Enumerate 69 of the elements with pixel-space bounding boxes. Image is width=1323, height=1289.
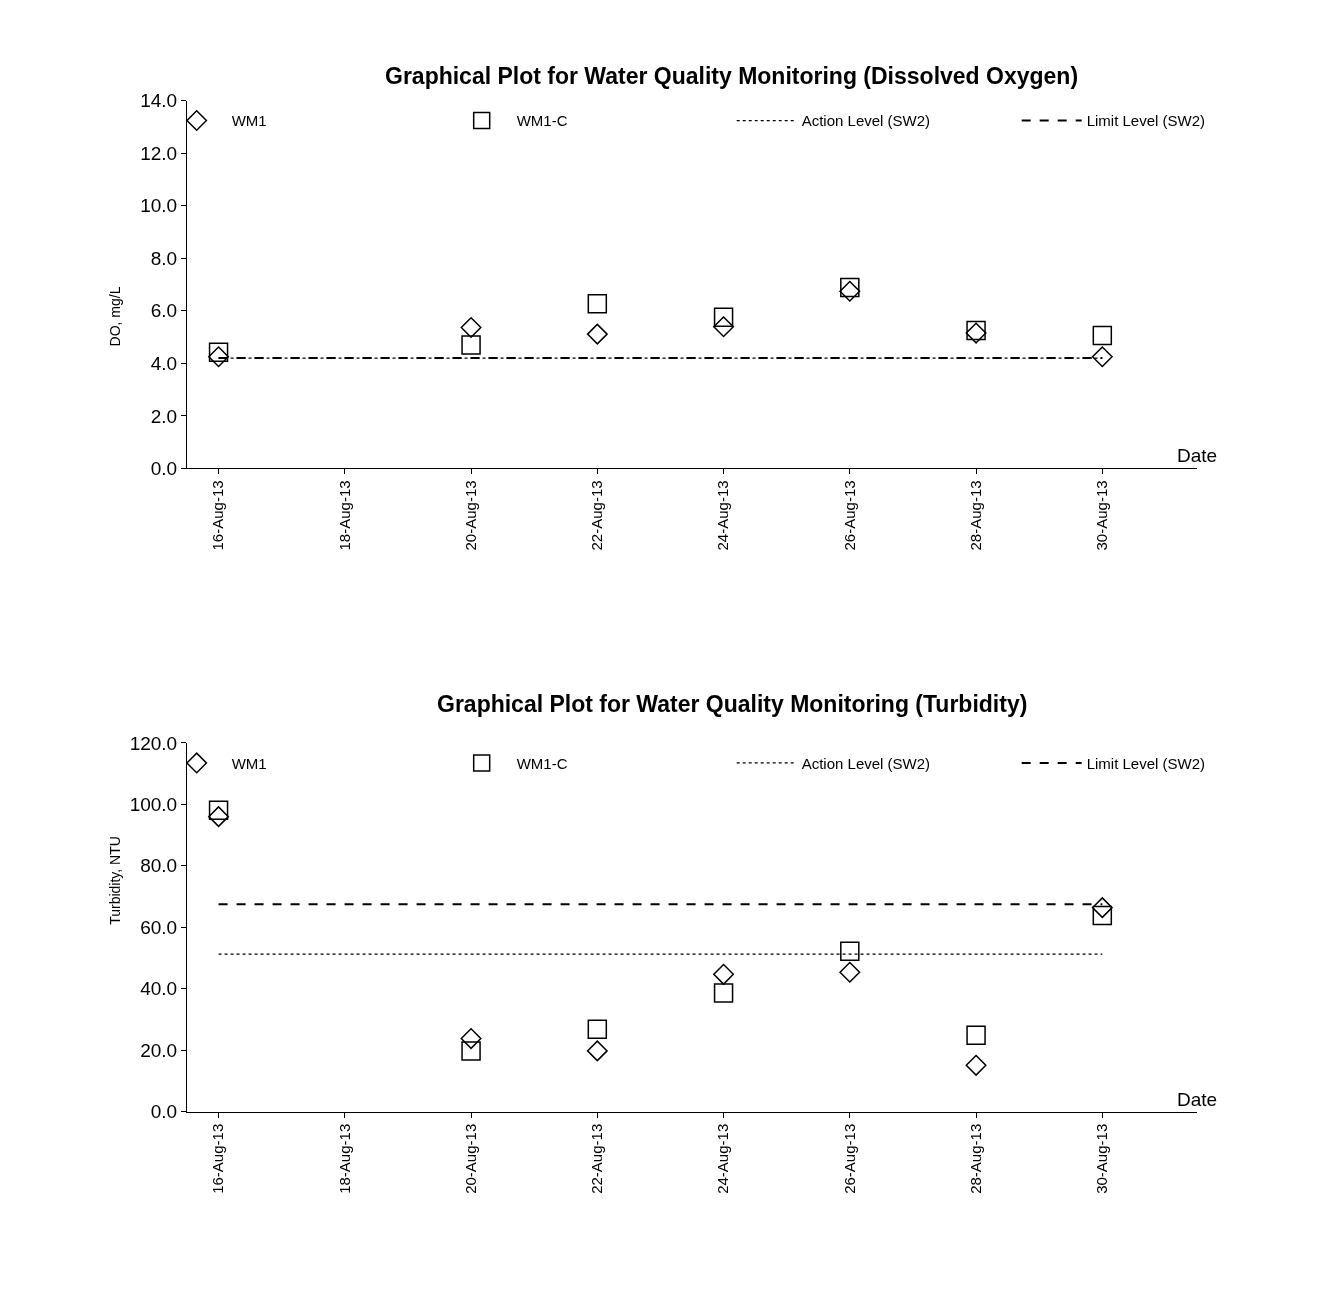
legend-label: Action Level (SW2)	[801, 112, 931, 130]
y-tick-label: 6.0	[150, 300, 178, 322]
y-tick-label: 0.0	[150, 1101, 178, 1123]
legend-label: Action Level (SW2)	[801, 754, 931, 772]
y-tick-label: 2.0	[150, 405, 178, 427]
point	[713, 963, 735, 985]
y-tick-label: 8.0	[150, 247, 178, 269]
point	[1091, 897, 1113, 919]
x-tick-label: 30-Aug-13	[1093, 1123, 1111, 1194]
legend-label: WM1-C	[516, 754, 568, 772]
y-tick-label: 0.0	[150, 458, 178, 480]
x-tick-label: 22-Aug-13	[588, 1123, 606, 1194]
y-tick-label: 60.0	[140, 916, 178, 938]
point	[1091, 346, 1113, 368]
point	[208, 342, 229, 362]
y-tick-label: 120.0	[129, 732, 178, 754]
legend-label: Limit Level (SW2)	[1086, 112, 1206, 130]
point	[840, 941, 860, 962]
x-tick-label: 20-Aug-13	[461, 480, 479, 551]
point	[208, 800, 229, 820]
chart-title: Graphical Plot for Water Quality Monitoring (Turbidity)	[437, 691, 1028, 717]
x-tick-label: 28-Aug-13	[966, 480, 984, 551]
x-tick-label: 18-Aug-13	[335, 1123, 353, 1194]
point	[1092, 325, 1113, 346]
point	[713, 316, 735, 338]
legend-label: WM1-C	[516, 112, 568, 130]
x-tick-label: 30-Aug-13	[1093, 480, 1111, 551]
y-tick-label: 4.0	[150, 352, 178, 374]
point	[713, 307, 734, 328]
point	[586, 323, 608, 345]
y-tick-label: 100.0	[129, 793, 178, 815]
y-tick-label: 10.0	[140, 195, 178, 217]
x-tick-label: 26-Aug-13	[840, 480, 858, 551]
x-tick-label: 16-Aug-13	[209, 480, 227, 551]
point	[839, 961, 861, 983]
x-tick-label: 16-Aug-13	[209, 1123, 227, 1194]
chart-title: Graphical Plot for Water Quality Monitoring (Dissolved Oxygen)	[385, 63, 1079, 89]
y-axis-title: DO, mg/L	[106, 286, 123, 347]
y-axis-title: Turbidity, NTU	[107, 836, 124, 925]
x-axis-title: Date	[1177, 1089, 1218, 1110]
point	[461, 335, 481, 355]
legend-label: WM1	[231, 754, 267, 772]
legend-label: WM1	[231, 112, 267, 130]
x-tick-label: 18-Aug-13	[335, 480, 353, 551]
x-axis-title: Date	[1177, 445, 1218, 466]
y-tick-label: 14.0	[140, 90, 178, 112]
point	[587, 1019, 608, 1040]
point	[713, 983, 734, 1003]
y-tick-label: 20.0	[140, 1039, 178, 1061]
point	[586, 1040, 608, 1062]
point	[460, 1028, 482, 1050]
point	[208, 346, 230, 368]
point	[208, 806, 230, 828]
x-tick-label: 20-Aug-13	[461, 1123, 479, 1194]
x-tick-label: 26-Aug-13	[840, 1123, 858, 1194]
y-tick-label: 12.0	[140, 142, 178, 164]
point	[587, 293, 608, 314]
point	[460, 317, 482, 339]
point	[965, 1054, 987, 1076]
point	[461, 1041, 481, 1061]
y-tick-label: 80.0	[140, 855, 178, 877]
x-tick-label: 22-Aug-13	[588, 480, 606, 551]
y-tick-label: 40.0	[140, 978, 178, 1000]
x-tick-label: 24-Aug-13	[714, 480, 732, 551]
x-tick-label: 24-Aug-13	[714, 1123, 732, 1194]
point	[966, 1025, 986, 1045]
point	[1092, 905, 1113, 926]
x-tick-label: 28-Aug-13	[966, 1123, 984, 1194]
legend-label: Limit Level (SW2)	[1086, 754, 1206, 772]
